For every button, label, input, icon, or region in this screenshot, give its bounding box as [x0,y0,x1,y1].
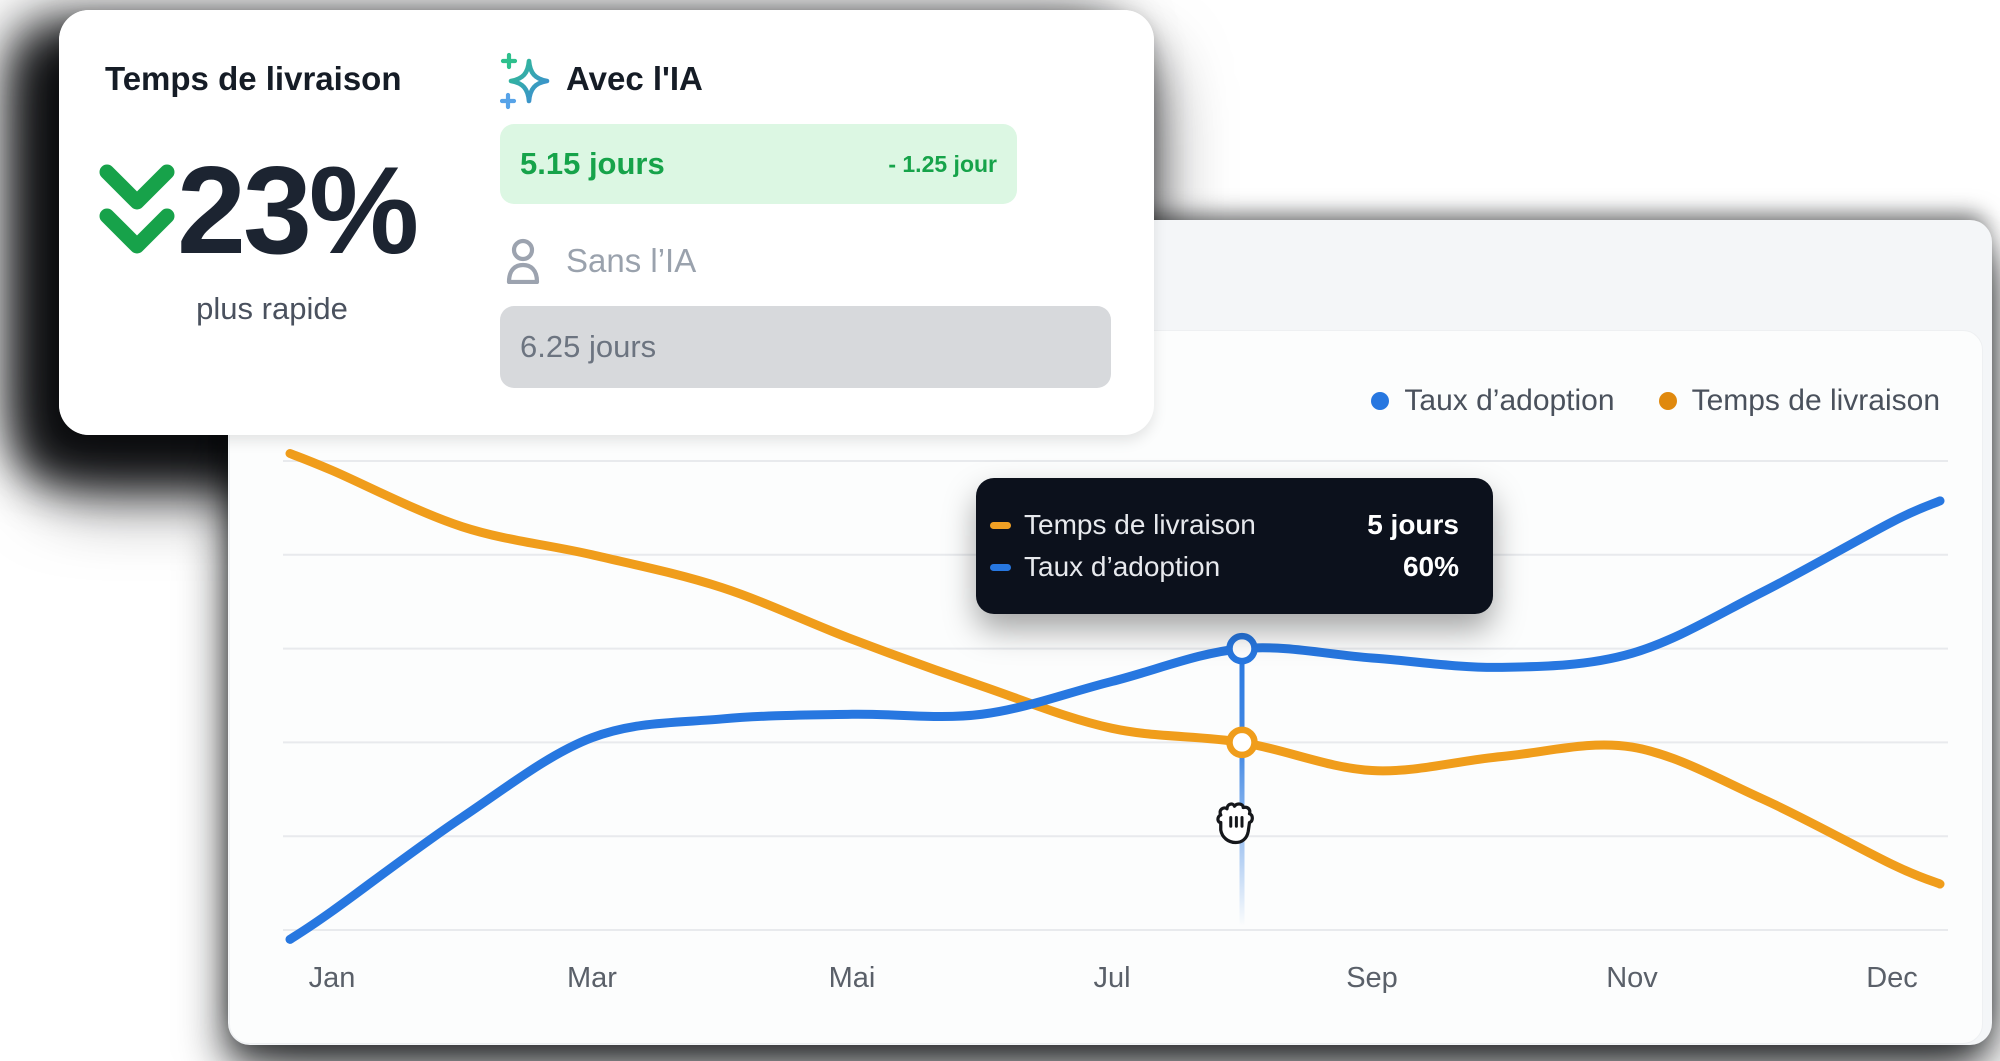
stat-card-title: Temps de livraison [105,60,402,97]
without-ai-pill: 6.25 jours [500,306,1111,388]
tooltip-series-dash-icon [990,521,1011,529]
sparkle-icon [500,52,550,110]
tooltip-series-dash-icon [990,563,1011,571]
x-tick-nov: Nov [1606,962,1658,994]
chart-panel [229,330,1983,1044]
x-tick-jan: Jan [308,962,356,994]
tooltip-series-label: Temps de livraison [1024,509,1256,540]
tooltip-series-value: 60% [1402,551,1459,582]
with-ai-value: 5.15 jours [520,146,665,181]
grab-hand-icon [1216,802,1254,845]
legend-item-delivery[interactable]: Temps de livraison [1658,384,1940,418]
tooltip-row: Temps de livraison 5 jours [990,509,1459,541]
without-ai-value: 6.25 jours [520,329,657,364]
metric-caption: plus rapide [196,291,348,326]
legend-dot [1371,392,1390,410]
x-tick-dec: Dec [1866,962,1918,994]
double-chevron-down-icon [99,164,175,254]
chart-tooltip: Temps de livraison 5 jours Taux d’adoption… [976,478,1493,614]
person-icon [506,238,540,284]
stat-card: Temps de livraison 23% plus rapide Avec … [59,10,1154,435]
without-ai-label: Sans l’IA [566,242,697,279]
with-ai-delta: - 1.25 jour [888,150,997,177]
legend-dot [1658,392,1677,410]
legend-label: Temps de livraison [1691,384,1940,417]
tooltip-series-value: 5 jours [1367,509,1459,540]
with-ai-pill: 5.15 jours - 1.25 jour [500,124,1017,204]
x-tick-mar: Mar [567,962,617,994]
metric-value: 23% [177,142,419,280]
x-tick-jul: Jul [1093,962,1131,994]
legend-label: Taux d’adoption [1404,384,1615,417]
tooltip-series-label: Taux d’adoption [1024,551,1221,582]
chart-legend: Taux d’adoption Temps de livraison [1371,384,1940,418]
x-tick-mai: Mai [828,962,876,994]
with-ai-label: Avec l'IA [566,60,703,97]
tooltip-row: Taux d’adoption 60% [990,551,1459,583]
legend-item-adoption[interactable]: Taux d’adoption [1371,384,1615,418]
x-tick-sep: Sep [1346,962,1398,994]
